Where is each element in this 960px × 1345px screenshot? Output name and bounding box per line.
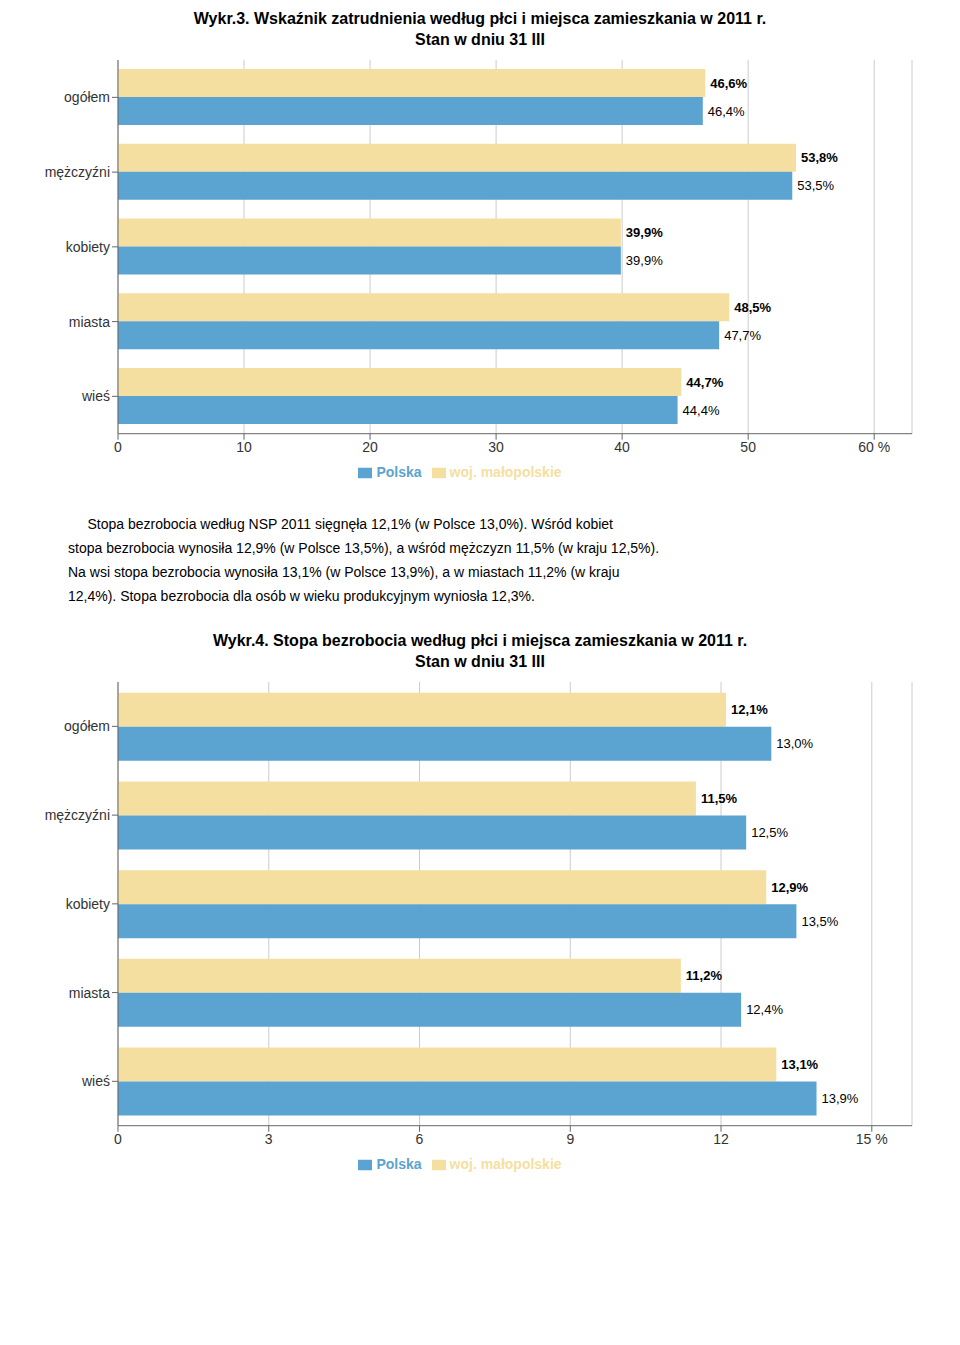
svg-text:10: 10	[236, 439, 252, 455]
svg-text:11,5%: 11,5%	[701, 791, 738, 806]
svg-text:20: 20	[362, 439, 378, 455]
svg-text:kobiety: kobiety	[66, 239, 110, 255]
svg-text:39,9%: 39,9%	[626, 225, 663, 240]
svg-text:3: 3	[265, 1131, 273, 1147]
svg-text:0: 0	[114, 1131, 122, 1147]
svg-text:47,7%: 47,7%	[724, 328, 761, 343]
svg-text:kobiety: kobiety	[66, 896, 110, 912]
svg-text:mężczyźni: mężczyźni	[45, 807, 110, 823]
svg-text:44,4%: 44,4%	[683, 403, 720, 418]
svg-text:9: 9	[566, 1131, 574, 1147]
svg-text:mężczyźni: mężczyźni	[45, 164, 110, 180]
svg-text:13,0%: 13,0%	[776, 736, 813, 751]
svg-text:15 %: 15 %	[856, 1131, 888, 1147]
svg-text:12,5%: 12,5%	[751, 825, 788, 840]
svg-text:53,8%: 53,8%	[801, 150, 838, 165]
svg-text:0: 0	[114, 439, 122, 455]
svg-text:12,1%: 12,1%	[731, 702, 768, 717]
svg-text:60 %: 60 %	[858, 439, 890, 455]
svg-text:39,9%: 39,9%	[626, 253, 663, 268]
svg-text:30: 30	[488, 439, 504, 455]
html-text:woj. małopolskie: woj. małopolskie	[449, 463, 562, 480]
svg-text:12,4%: 12,4%	[746, 1002, 783, 1017]
svg-text:53,5%: 53,5%	[797, 178, 834, 193]
svg-text:miasta: miasta	[69, 314, 110, 330]
svg-text:ogółem: ogółem	[64, 718, 110, 734]
svg-text:6: 6	[416, 1131, 424, 1147]
html-text:Wykr.3. Wskaźnik zatrudnienia: Wykr.3. Wskaźnik zatrudnienia według płc…	[193, 10, 767, 27]
svg-text:12: 12	[713, 1131, 729, 1147]
svg-text:48,5%: 48,5%	[734, 300, 771, 315]
svg-text:50: 50	[740, 439, 756, 455]
svg-text:ogółem: ogółem	[64, 89, 110, 105]
svg-text:40: 40	[614, 439, 630, 455]
html-text:Stan w dniu 31 III: Stan w dniu 31 III	[415, 653, 545, 670]
html-text:Wykr.4. Stopa bezrobocia wedłu: Wykr.4. Stopa bezrobocia według płci i m…	[212, 632, 748, 649]
svg-text:44,7%: 44,7%	[686, 375, 723, 390]
html-text:Polska: Polska	[376, 1155, 422, 1172]
svg-text:46,6%: 46,6%	[710, 76, 747, 91]
svg-text:13,9%: 13,9%	[822, 1091, 859, 1106]
html-text:12,4%). Stopa bezrobocia dla o: 12,4%). Stopa bezrobocia dla osób w wiek…	[68, 588, 535, 604]
svg-text:11,2%: 11,2%	[686, 968, 723, 983]
html-text:Stan w dniu 31 III: Stan w dniu 31 III	[415, 31, 545, 48]
html-text:Polska: Polska	[376, 463, 422, 480]
svg-text:wieś: wieś	[81, 1073, 110, 1089]
html-text:woj. małopolskie: woj. małopolskie	[449, 1155, 562, 1172]
svg-text:46,4%: 46,4%	[708, 104, 745, 119]
svg-text:miasta: miasta	[69, 985, 110, 1001]
html-text:Stopa bezrobocia według NSP 20: Stopa bezrobocia według NSP 2011 sięgnęł…	[68, 516, 613, 532]
svg-text:13,1%: 13,1%	[781, 1057, 818, 1072]
html-text:Na wsi stopa bezrobocia wynosi: Na wsi stopa bezrobocia wynosiła 13,1% (…	[68, 564, 620, 580]
html-text:stopa bezrobocia wynosiła 12,9: stopa bezrobocia wynosiła 12,9% (w Polsc…	[68, 540, 660, 556]
svg-text:wieś: wieś	[81, 388, 110, 404]
svg-text:13,5%: 13,5%	[801, 914, 838, 929]
svg-text:12,9%: 12,9%	[771, 880, 808, 895]
